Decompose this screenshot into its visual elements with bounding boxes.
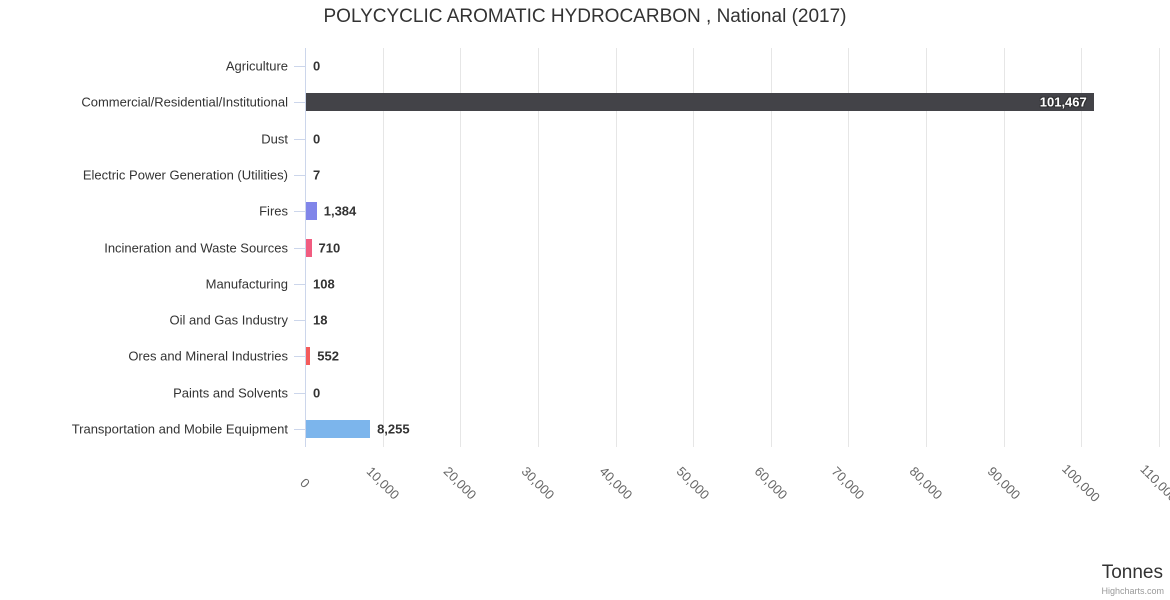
bar[interactable] bbox=[306, 202, 317, 221]
category-label: Transportation and Mobile Equipment bbox=[71, 421, 288, 437]
category-label: Electric Power Generation (Utilities) bbox=[82, 167, 288, 183]
x-tick-label: 60,000 bbox=[751, 463, 791, 503]
gridline bbox=[693, 48, 695, 447]
gridline bbox=[770, 48, 772, 447]
category-tick bbox=[294, 247, 305, 249]
axis-title-tonnes: Tonnes bbox=[1101, 562, 1163, 583]
category-tick bbox=[294, 320, 305, 322]
gridline bbox=[382, 48, 384, 447]
x-tick-label: 0 bbox=[297, 475, 313, 491]
x-tick-label: 30,000 bbox=[518, 463, 558, 503]
gridline bbox=[615, 48, 617, 447]
gridline bbox=[537, 48, 539, 447]
bar-value-label: 18 bbox=[313, 312, 328, 328]
x-tick-label: 70,000 bbox=[829, 463, 868, 503]
category-tick bbox=[294, 138, 305, 140]
gridline bbox=[926, 48, 928, 447]
category-tick bbox=[294, 211, 305, 213]
category-tick bbox=[294, 283, 305, 285]
y-axis-line bbox=[305, 48, 306, 447]
bar-value-label: 108 bbox=[313, 276, 335, 292]
highcharts-credit-link[interactable]: Highcharts.com bbox=[1101, 586, 1164, 596]
gridline bbox=[848, 48, 850, 447]
bar-value-label: 0 bbox=[313, 131, 321, 147]
bar-value-label: 1,384 bbox=[323, 203, 357, 219]
x-tick-label: 10,000 bbox=[363, 463, 402, 503]
category-label: Manufacturing bbox=[205, 276, 288, 292]
category-tick bbox=[294, 174, 305, 176]
gridline bbox=[460, 48, 462, 447]
x-tick-label: 110,000 bbox=[1137, 461, 1170, 505]
category-tick bbox=[294, 356, 305, 358]
gridline bbox=[1081, 48, 1083, 447]
category-label: Ores and Mineral Industries bbox=[128, 348, 288, 364]
category-tick bbox=[294, 102, 305, 104]
bar-value-label: 0 bbox=[313, 385, 321, 401]
bar[interactable] bbox=[306, 93, 1094, 112]
x-tick-label: 40,000 bbox=[596, 463, 635, 503]
bar-value-label: 101,467 bbox=[1039, 94, 1087, 110]
category-tick bbox=[294, 428, 305, 430]
gridline bbox=[1003, 48, 1005, 447]
chart-title: POLYCYCLIC AROMATIC HYDROCARBON , Nation… bbox=[323, 6, 847, 27]
x-tick-label: 50,000 bbox=[673, 463, 713, 503]
category-label: Commercial/Residential/Institutional bbox=[81, 94, 288, 110]
category-tick bbox=[294, 66, 305, 68]
bar[interactable] bbox=[306, 419, 371, 438]
category-tick bbox=[294, 392, 305, 394]
x-tick-label: 80,000 bbox=[906, 463, 946, 503]
bar-value-label: 710 bbox=[318, 240, 341, 255]
category-label: Oil and Gas Industry bbox=[169, 312, 289, 328]
x-tick-label: 100,000 bbox=[1059, 461, 1104, 505]
x-tick-label: 20,000 bbox=[440, 463, 480, 503]
bar-value-label: 552 bbox=[317, 348, 339, 364]
category-label: Dust bbox=[261, 131, 288, 147]
category-label: Paints and Solvents bbox=[173, 385, 288, 401]
bar-value-label: 0 bbox=[313, 58, 321, 74]
category-label: Incineration and Waste Sources bbox=[104, 240, 288, 255]
gridline bbox=[1159, 48, 1160, 447]
category-label: Agriculture bbox=[225, 58, 288, 74]
bar[interactable] bbox=[306, 347, 311, 366]
bar-value-label: 7 bbox=[313, 167, 321, 183]
bar-value-label: 8,255 bbox=[377, 421, 410, 437]
x-tick-label: 90,000 bbox=[984, 463, 1024, 503]
category-label: Fires bbox=[259, 203, 288, 219]
bar[interactable] bbox=[306, 238, 312, 257]
